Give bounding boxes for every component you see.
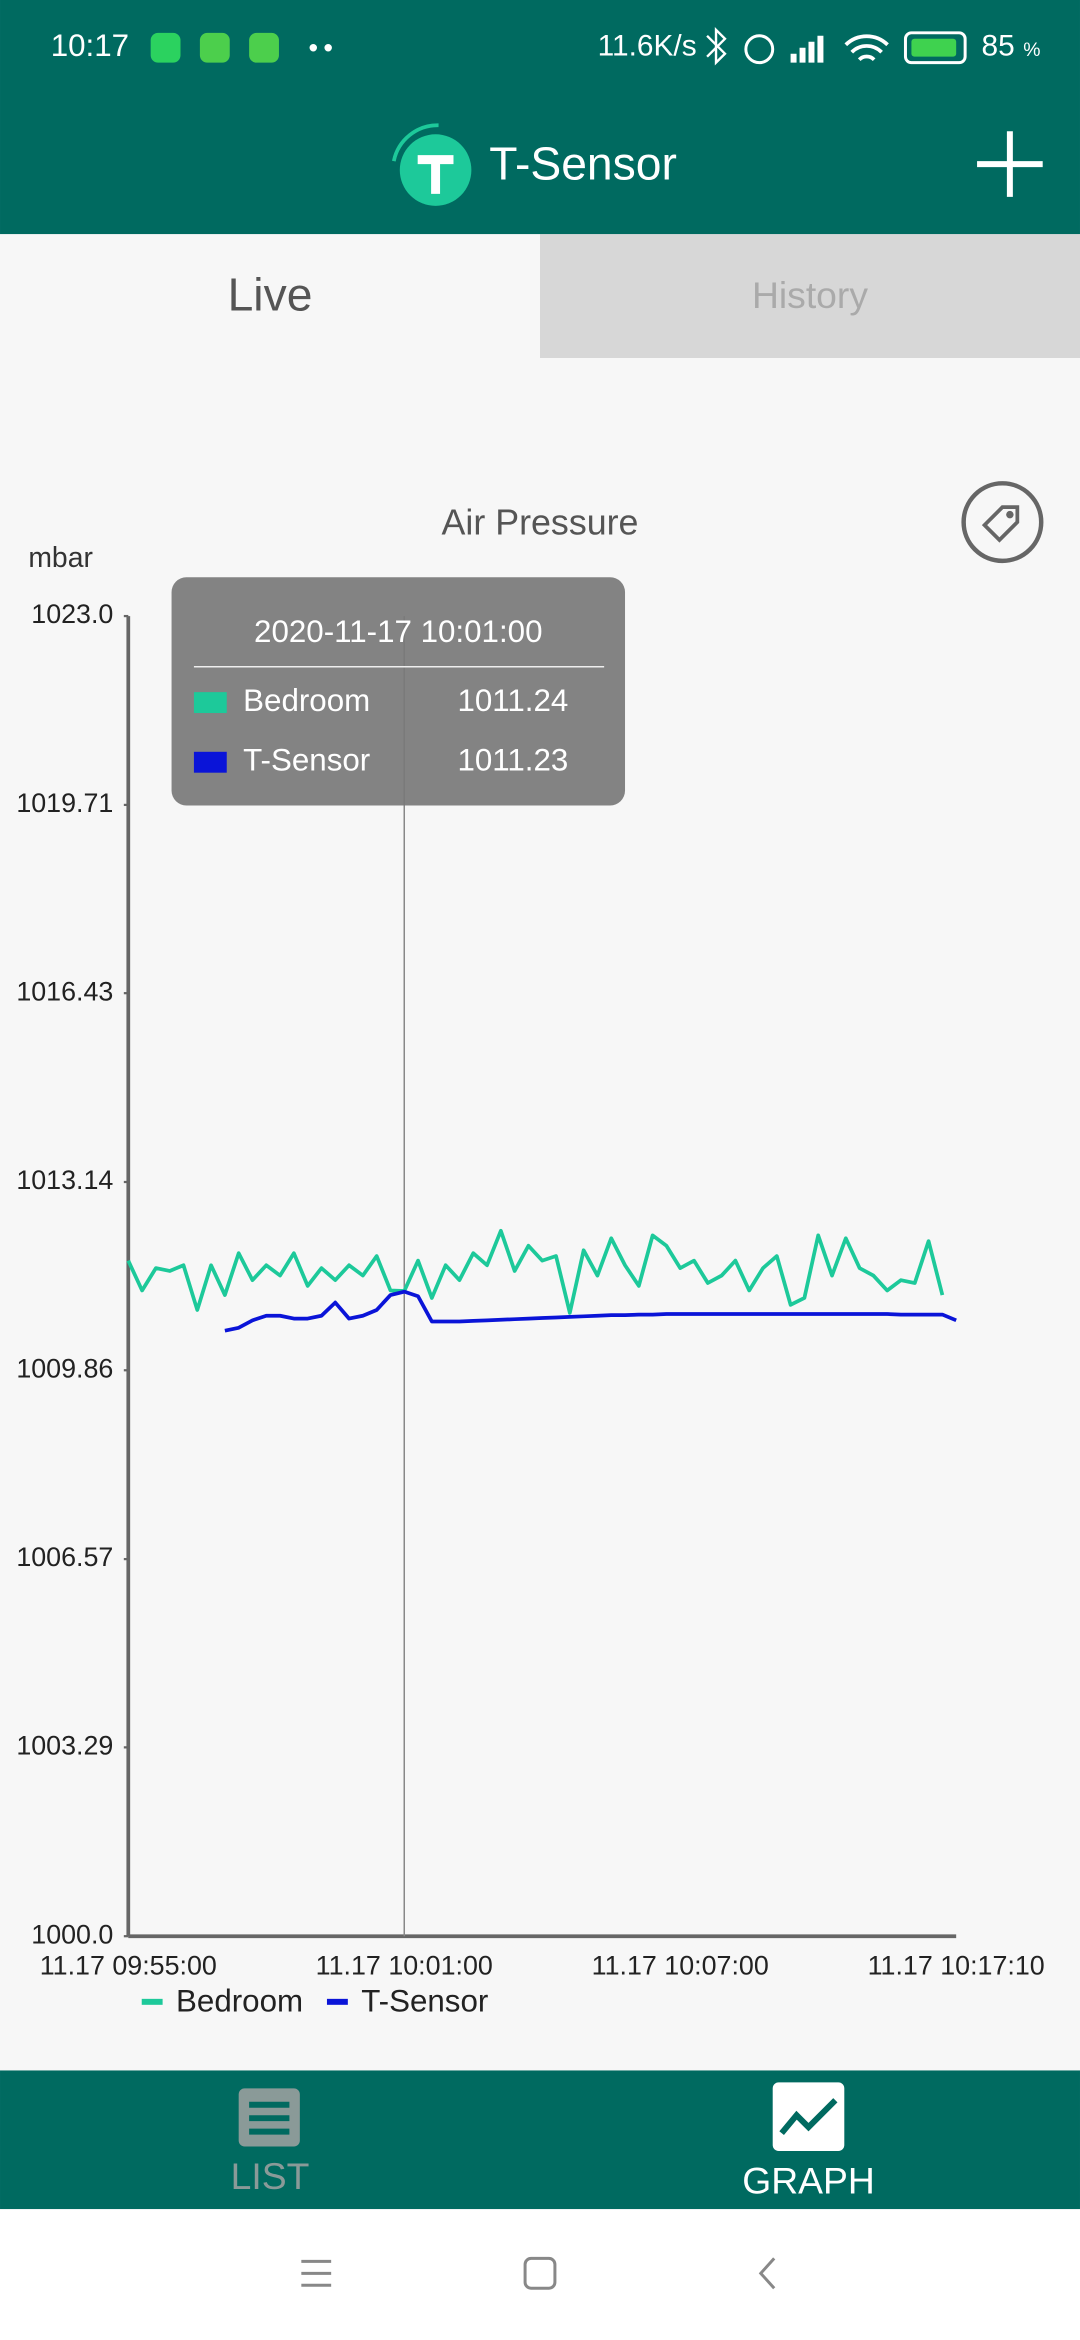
tag-button[interactable] [961,481,1044,564]
nav-label: LIST [231,2155,310,2197]
signal-icon [790,35,824,63]
tooltip-box [171,577,626,806]
alarm-icon [744,34,775,65]
status-icon [199,32,230,63]
tag-circle [961,481,1044,564]
tooltip-value: 1011.24 [457,683,568,718]
tag-hole [1006,510,1014,519]
status-dot [309,44,317,52]
status-dot [324,44,332,52]
tooltip-title: 2020-11-17 10:01:00 [254,614,542,649]
menu-button[interactable] [301,2259,332,2287]
tooltip-swatch [193,751,227,773]
x-tick-label: 11.17 09:55:00 [40,1951,217,1981]
system-nav [0,2209,1080,2340]
x-tick-label: 11.17 10:07:00 [592,1951,769,1981]
bottom-nav [0,2070,1080,2210]
y-tick-label: 1023.0 [31,599,113,629]
bluetooth-icon [706,26,727,66]
legend-swatch [326,1998,348,2005]
battery-text: 85 [982,30,1015,63]
list-lines [249,2101,290,2135]
status-icon [150,32,181,63]
battery-icon [903,31,967,65]
y-tick-label: 1000.0 [31,1919,113,1949]
back-button[interactable] [758,2257,776,2290]
graph-line [779,2098,838,2136]
home-button[interactable] [523,2256,557,2290]
legend-label: Bedroom [176,1984,303,2019]
nav-label: GRAPH [742,2160,875,2202]
tab-label: History [752,274,868,316]
tooltip-series: T-Sensor [243,743,370,778]
y-tick-label: 1013.14 [16,1165,113,1195]
series-line [224,1289,957,1333]
tab-label: Live [228,269,313,321]
tab-history[interactable] [540,234,1080,359]
graph-icon [772,2082,845,2152]
status-time: 10:17 [51,28,129,63]
tooltip-value: 1011.23 [457,743,568,778]
x-tick-label: 11.17 10:17:10 [868,1951,1045,1981]
add-button[interactable] [977,131,1043,197]
battery-unit: % [1023,39,1040,61]
x-tick-label: 11.17 10:01:00 [316,1951,493,1981]
status-icon [249,32,279,63]
y-tick-label: 1009.86 [16,1353,113,1383]
y-tick-label: 1006.57 [16,1542,113,1572]
legend-label: T-Sensor [361,1984,488,2019]
wifi-icon [844,34,889,62]
legend-swatch [141,1998,163,2005]
tooltip-swatch [193,692,227,714]
tab-live[interactable] [0,234,540,359]
series-line [126,1228,945,1315]
y-axis-label: mbar [28,542,93,574]
tooltip: 2020-11-17 10:01:00 Bedroom 1011.24 T-Senso… [171,577,626,806]
y-tick-label: 1019.71 [16,788,113,818]
plot: 1000.0 1003.29 1006.57 1009.86 1013.14 1016.4… [16,577,1045,2019]
battery-level [911,38,957,57]
tag-icon [981,505,1020,543]
y-tick-label: 1003.29 [16,1730,113,1760]
nav-graph[interactable]: GRAPH [742,2082,875,2202]
status-speed: 11.6K/s [598,30,697,63]
y-tick-label: 1016.43 [16,976,113,1006]
chart-title: Air Pressure [442,503,639,543]
logo-letter [417,155,454,194]
nav-list[interactable]: LIST [231,2088,310,2197]
tooltip-series: Bedroom [243,683,370,718]
app-title: T-Sensor [489,137,677,189]
